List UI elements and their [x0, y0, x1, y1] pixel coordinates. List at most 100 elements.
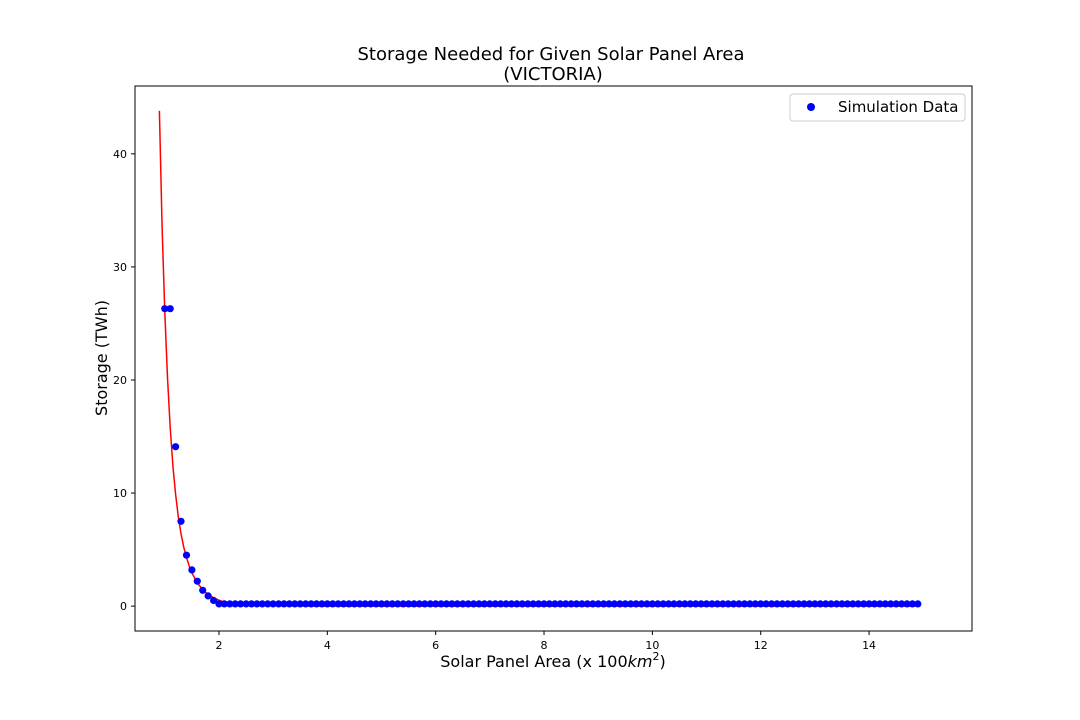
data-point	[182, 551, 191, 559]
data-point	[421, 600, 429, 608]
y-tick-label: 10	[113, 487, 127, 500]
data-point	[264, 600, 272, 608]
data-point	[887, 600, 895, 608]
data-point	[535, 600, 543, 608]
x-tick-label: 12	[754, 639, 768, 652]
x-axis-ticks: 2 4 6 8 10 12 14	[215, 631, 876, 652]
data-point	[399, 600, 407, 608]
data-point	[340, 600, 348, 608]
data-point	[453, 600, 461, 608]
data-point	[502, 600, 510, 608]
y-tick-label: 20	[113, 374, 127, 387]
data-point	[789, 600, 797, 608]
data-point	[226, 600, 234, 608]
data-point	[627, 600, 635, 608]
data-point	[724, 600, 732, 608]
data-point	[908, 600, 917, 608]
data-point	[405, 600, 413, 608]
data-point	[247, 600, 256, 608]
data-point	[740, 600, 749, 608]
data-point	[361, 600, 369, 608]
data-point	[556, 600, 564, 608]
data-point	[654, 600, 662, 608]
data-point	[621, 600, 629, 608]
data-point	[166, 305, 174, 313]
legend-box	[789, 93, 966, 122]
data-point	[432, 600, 440, 608]
data-point	[811, 600, 819, 608]
data-point	[713, 600, 722, 608]
data-point	[838, 600, 846, 608]
x-tick-label: 10	[645, 639, 659, 652]
data-point	[632, 600, 640, 608]
data-point	[605, 600, 613, 608]
data-point	[220, 600, 228, 608]
data-point	[296, 600, 304, 608]
data-point	[567, 600, 575, 608]
chart-subtitle: (VICTORIA)	[503, 64, 603, 85]
x-tick-label: 8	[541, 639, 548, 652]
data-point	[231, 600, 239, 608]
data-point	[686, 600, 694, 608]
data-point	[881, 600, 889, 608]
chart-title: Storage Needed for Given Solar Panel Are…	[358, 44, 745, 65]
x-axis-label-suffix: )	[659, 652, 665, 671]
y-axis-label: Storage (TWh)	[92, 300, 111, 416]
data-point	[827, 600, 835, 608]
data-point	[388, 600, 396, 608]
data-point	[735, 600, 743, 608]
data-point	[762, 600, 770, 608]
x-axis-label-exponent: 2	[652, 650, 659, 663]
data-point	[697, 600, 705, 608]
x-tick-label: 4	[324, 639, 331, 652]
data-point	[865, 600, 873, 608]
data-point	[670, 600, 678, 608]
data-point	[269, 600, 277, 608]
data-point	[177, 517, 185, 525]
data-point	[318, 600, 326, 608]
data-point	[507, 600, 516, 608]
data-point	[210, 596, 218, 605]
data-point	[540, 600, 548, 608]
data-point	[870, 600, 879, 608]
x-axis-label: Solar Panel Area (x 100km2)	[440, 650, 665, 671]
data-point	[258, 600, 266, 608]
data-point	[594, 600, 602, 608]
data-point	[876, 600, 884, 608]
data-point	[193, 577, 201, 585]
scatter-points-layer	[161, 305, 922, 608]
data-point	[833, 600, 841, 608]
data-point	[491, 600, 499, 608]
data-point	[204, 592, 212, 600]
data-point	[524, 600, 532, 608]
data-point	[914, 600, 922, 608]
data-point	[751, 600, 759, 608]
data-point	[572, 600, 581, 608]
data-point	[665, 600, 673, 608]
data-point	[329, 600, 337, 608]
data-point	[746, 600, 754, 608]
data-point	[253, 600, 261, 608]
data-point	[475, 600, 483, 608]
data-point	[849, 600, 857, 608]
data-point	[795, 600, 803, 608]
data-point	[551, 600, 559, 608]
data-point	[199, 586, 207, 594]
data-point	[291, 600, 299, 608]
data-point	[692, 600, 700, 608]
data-point	[372, 600, 380, 608]
data-point	[377, 600, 386, 608]
data-point	[280, 600, 288, 608]
data-point	[486, 600, 494, 608]
data-point	[529, 600, 537, 608]
data-point	[892, 600, 900, 608]
data-point	[719, 600, 727, 608]
x-axis-label-unit: km	[628, 652, 653, 671]
data-point	[816, 600, 824, 608]
data-point	[805, 600, 814, 608]
data-point	[275, 600, 283, 608]
data-point	[442, 600, 451, 608]
data-point	[448, 600, 456, 608]
data-point	[778, 600, 787, 608]
